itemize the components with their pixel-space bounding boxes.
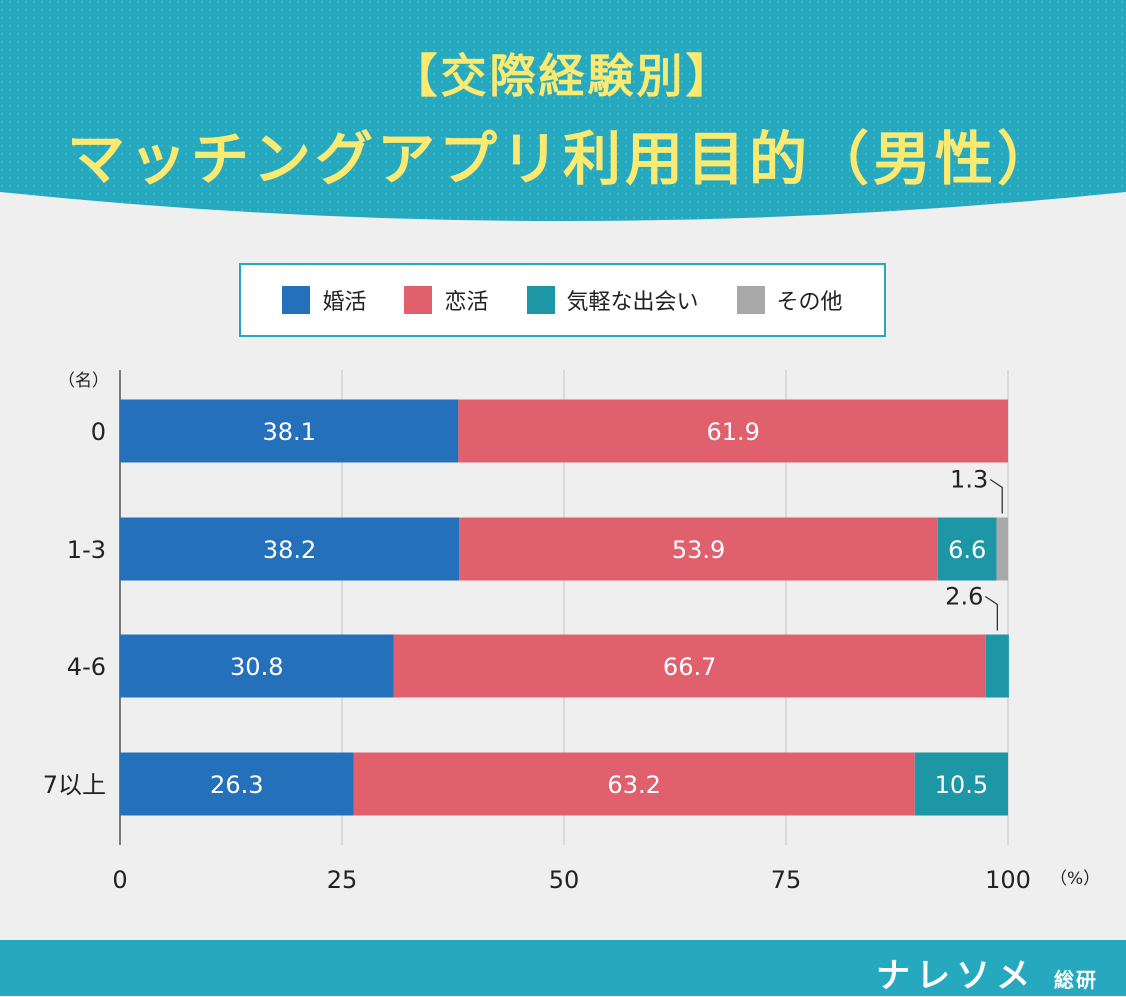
data-label-callout: 2.6 bbox=[945, 583, 983, 611]
data-label: 10.5 bbox=[935, 771, 988, 799]
data-label-callout: 1.3 bbox=[950, 466, 988, 494]
legend-label-other: その他 bbox=[776, 290, 843, 315]
legend: 婚活 恋活 気軽な出会い その他 bbox=[239, 263, 886, 337]
legend-item-konkatsu: 婚活 bbox=[282, 284, 366, 316]
x-tick-label: 50 bbox=[549, 866, 580, 894]
data-label: 63.2 bbox=[607, 771, 660, 799]
chart-title-line1: 【交際経験別】 bbox=[391, 49, 735, 103]
legend-swatch-casual bbox=[526, 286, 555, 314]
bar-segment bbox=[996, 517, 1008, 581]
bar-segment bbox=[120, 752, 354, 816]
legend-swatch-renkatsu bbox=[404, 286, 433, 314]
bar-segment bbox=[120, 517, 460, 581]
legend-label-renkatsu: 恋活 bbox=[444, 290, 489, 315]
bar-segment bbox=[120, 399, 459, 463]
y-tick-label: 4-6 bbox=[67, 653, 106, 681]
legend-item-casual: 気軽な出会い bbox=[526, 284, 699, 316]
footer-bar: ナレソメ 総研 bbox=[0, 940, 1126, 996]
x-tick-label: 75 bbox=[771, 866, 802, 894]
data-label: 6.6 bbox=[948, 536, 986, 564]
legend-swatch-konkatsu bbox=[282, 286, 311, 314]
y-tick-label: 0 bbox=[91, 418, 106, 446]
chart-title-line2: マッチングアプリ利用目的（男性） bbox=[66, 125, 1059, 193]
bar-segment bbox=[353, 752, 915, 816]
bar-segment bbox=[937, 517, 997, 581]
x-tick-label: 100 bbox=[985, 866, 1031, 894]
y-tick-label: 1-3 bbox=[67, 536, 106, 564]
bar-segment bbox=[458, 399, 1008, 463]
callout-leader bbox=[984, 595, 998, 631]
legend-label-konkatsu: 婚活 bbox=[322, 290, 367, 315]
data-label: 66.7 bbox=[663, 653, 716, 681]
brand-suffix: 総研 bbox=[1054, 968, 1098, 992]
x-tick-label: 25 bbox=[327, 866, 358, 894]
legend-item-other: その他 bbox=[736, 284, 843, 316]
data-label: 38.2 bbox=[263, 536, 316, 564]
bar-segment bbox=[459, 517, 938, 581]
x-tick-label: 0 bbox=[112, 866, 127, 894]
data-label: 26.3 bbox=[210, 771, 263, 799]
bar-segment bbox=[985, 634, 1009, 698]
stacked-bar-chart: 0 25 50 75 100 （%） （名） 0 38.1 61.9 1-3 38.2 53.9 6.6 1… bbox=[43, 370, 1100, 894]
data-label: 30.8 bbox=[230, 653, 283, 681]
data-label: 38.1 bbox=[262, 418, 315, 446]
legend-swatch-other bbox=[736, 286, 765, 314]
title-banner bbox=[0, 0, 1126, 221]
data-label: 53.9 bbox=[672, 536, 725, 564]
brand-name: ナレソメ bbox=[876, 956, 1037, 996]
data-label: 61.9 bbox=[706, 418, 759, 446]
callout-leader bbox=[989, 478, 1003, 514]
bar-segment bbox=[914, 752, 1008, 816]
y-axis-unit: （名） bbox=[58, 371, 109, 391]
x-axis-unit: （%） bbox=[1050, 869, 1100, 889]
legend-label-casual: 気軽な出会い bbox=[566, 290, 699, 315]
bar-segment bbox=[120, 634, 394, 698]
legend-item-renkatsu: 恋活 bbox=[404, 284, 489, 316]
bar-segment bbox=[393, 634, 986, 698]
y-tick-label: 7以上 bbox=[43, 771, 106, 799]
brand-logo: ナレソメ 総研 bbox=[876, 948, 1098, 997]
